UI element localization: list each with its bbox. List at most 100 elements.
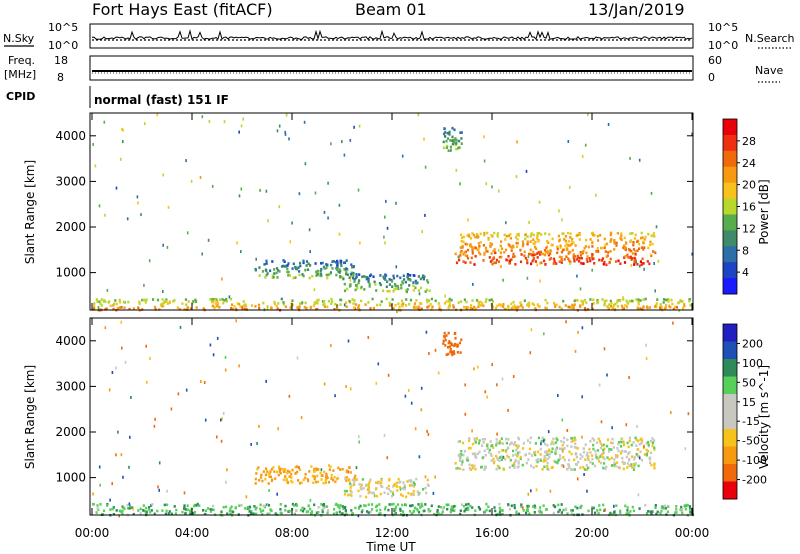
echo-cell <box>628 436 631 440</box>
echo-cell <box>566 438 569 442</box>
echo-cell <box>583 247 586 250</box>
echo-cell <box>597 437 600 441</box>
echo-cell <box>265 259 268 263</box>
echo-cell <box>258 306 261 310</box>
echo-cell <box>606 305 609 309</box>
echo-cell <box>685 503 688 507</box>
noise-echo <box>304 162 307 166</box>
echo-cell <box>596 247 599 250</box>
echo-cell <box>337 270 340 273</box>
echo-cell <box>536 237 539 240</box>
echo-cell <box>651 234 654 238</box>
colorbar-tick-label: -100 <box>742 454 767 467</box>
echo-cell <box>597 250 600 253</box>
echo-cell <box>649 456 652 460</box>
echo-cell <box>471 466 475 470</box>
echo-cell <box>357 489 360 493</box>
echo-cell <box>458 341 462 345</box>
echo-cell <box>634 436 637 440</box>
echo-cell <box>518 305 521 308</box>
echo-cell <box>361 478 364 481</box>
echo-cell <box>617 449 620 453</box>
echo-cell <box>413 274 416 277</box>
echo-cell <box>473 437 476 440</box>
echo-cell <box>296 470 299 474</box>
x-tick-label: 00:00 <box>675 526 710 540</box>
echo-cell <box>680 505 683 509</box>
echo-cell <box>279 471 282 475</box>
echo-cell <box>603 299 606 303</box>
echo-cell <box>448 345 451 348</box>
echo-cell <box>469 446 472 450</box>
echo-cell <box>129 504 132 508</box>
echo-cell <box>366 510 369 513</box>
echo-cell <box>96 300 99 303</box>
echo-cell <box>523 250 526 254</box>
noise-echo <box>427 432 430 436</box>
noise-echo <box>242 117 244 121</box>
echo-cell <box>599 455 602 458</box>
echo-cell <box>350 275 353 278</box>
echo-cell <box>320 267 323 271</box>
echo-cell <box>568 466 571 469</box>
echo-cell <box>466 459 469 462</box>
noise-echo <box>383 235 385 239</box>
echo-cell <box>482 441 485 444</box>
echo-cell <box>477 305 480 308</box>
echo-cell <box>491 300 494 303</box>
velocity-cbar-label: Velocity [m s^-1] <box>757 365 771 469</box>
echo-cell <box>451 507 455 510</box>
echo-cell <box>315 299 319 302</box>
echo-cell <box>619 511 622 514</box>
noise-echo <box>625 423 628 427</box>
echo-cell <box>547 252 550 255</box>
echo-cell <box>576 506 579 510</box>
echo-cell <box>321 508 324 512</box>
echo-cell <box>653 235 656 238</box>
echo-cell <box>444 344 447 347</box>
noise-echo <box>561 307 563 311</box>
noise-echo <box>320 468 323 472</box>
echo-cell <box>293 512 297 516</box>
echo-cell <box>335 266 338 270</box>
echo-cell <box>470 245 473 249</box>
echo-cell <box>634 462 637 465</box>
echo-cell <box>416 281 419 285</box>
echo-cell <box>527 504 530 508</box>
echo-cell <box>213 305 216 309</box>
echo-cell <box>517 460 520 463</box>
echo-cell <box>301 273 304 276</box>
echo-cell <box>218 306 221 309</box>
noise-echo <box>221 277 223 281</box>
echo-cell <box>204 512 207 516</box>
echo-cell <box>585 258 588 261</box>
echo-cell <box>367 486 370 489</box>
echo-cell <box>358 279 361 282</box>
echo-cell <box>615 244 618 247</box>
noise-echo <box>569 262 571 265</box>
noise-echo <box>581 154 584 158</box>
echo-cell <box>507 304 510 308</box>
echo-cell <box>578 238 581 241</box>
echo-cell <box>401 503 404 507</box>
echo-cell <box>535 247 538 250</box>
echo-cell <box>242 300 245 303</box>
echo-cell <box>258 274 261 277</box>
echo-cell <box>528 452 531 455</box>
echo-cell <box>519 260 523 264</box>
echo-cell <box>536 458 540 461</box>
echo-cell <box>273 302 276 306</box>
echo-cell <box>499 244 502 248</box>
echo-cell <box>288 274 292 277</box>
echo-cell <box>306 510 309 513</box>
echo-cell <box>677 301 680 304</box>
echo-cell <box>369 510 372 514</box>
noise-echo <box>156 113 159 117</box>
echo-cell <box>640 246 644 249</box>
echo-cell <box>259 476 263 479</box>
echo-cell <box>345 479 348 482</box>
echo-cell <box>299 468 302 471</box>
noise-echo <box>298 192 301 196</box>
echo-cell <box>115 302 118 306</box>
echo-cell <box>564 239 567 243</box>
